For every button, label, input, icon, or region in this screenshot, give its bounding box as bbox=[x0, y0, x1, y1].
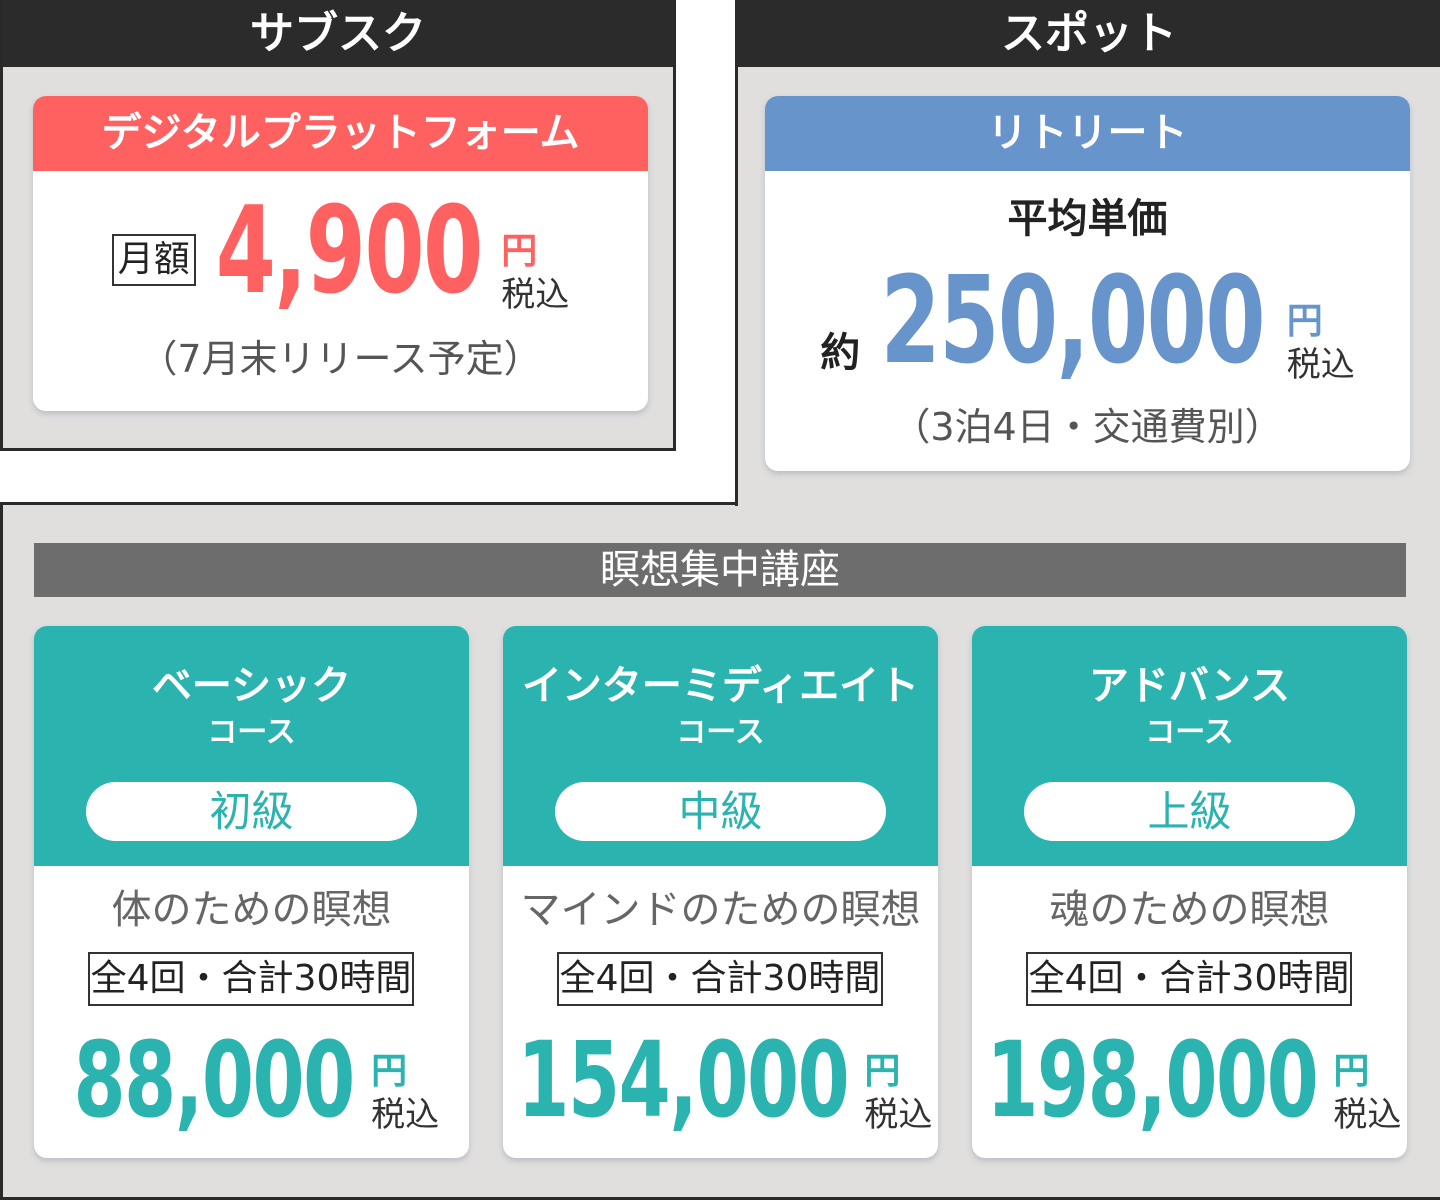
course-sub: コース bbox=[207, 715, 296, 750]
sessions-box: 全4回・合計30時間 bbox=[1026, 952, 1352, 1006]
course-card-basic: ベーシックコース初級 体のための瞑想 全4回・合計30時間 88,000 円税込 bbox=[34, 626, 469, 1158]
spot-header: スポット bbox=[738, 0, 1440, 67]
sessions-box: 全4回・合計30時間 bbox=[557, 952, 883, 1006]
yen: 円 bbox=[501, 230, 538, 272]
price: 154,000 bbox=[517, 1019, 849, 1142]
tax: 税込 bbox=[1333, 1094, 1402, 1135]
yen: 円 bbox=[1286, 300, 1323, 342]
price: 250,000 bbox=[880, 251, 1266, 391]
avg-label: 平均単価 bbox=[1007, 196, 1168, 242]
monthly-label: 月額 bbox=[111, 234, 196, 286]
course-desc: 体のための瞑想 bbox=[111, 887, 392, 933]
card-title: リトリート bbox=[765, 96, 1410, 171]
release-note: （7月末リリース予定） bbox=[139, 337, 542, 381]
course-desc: 魂のための瞑想 bbox=[1049, 887, 1330, 933]
level-badge: 初級 bbox=[86, 782, 417, 841]
digital-platform-card: デジタルプラットフォーム 月額 4,900 円税込 （7月末リリース予定） bbox=[33, 96, 648, 411]
spot-panel: スポット リトリート 平均単価 約 250,000 円税込 （3泊4日・交通費別… bbox=[735, 0, 1440, 506]
course-name: アドバンス bbox=[1088, 663, 1291, 709]
course-name: ベーシック bbox=[151, 663, 352, 709]
yen: 円 bbox=[864, 1050, 901, 1092]
level-badge: 上級 bbox=[1024, 782, 1355, 841]
course-card-intermediate: インターミディエイトコース中級 マインドのための瞑想 全4回・合計30時間 15… bbox=[503, 626, 938, 1158]
course-card-advanced: アドバンスコース上級 魂のための瞑想 全4回・合計30時間 198,000 円税込 bbox=[972, 626, 1407, 1158]
subscription-panel: サブスク デジタルプラットフォーム 月額 4,900 円税込 （7月末リリース予… bbox=[0, 0, 676, 451]
tax: 税込 bbox=[1286, 344, 1355, 385]
course-sub: コース bbox=[1145, 715, 1234, 750]
course-name: インターミディエイト bbox=[521, 663, 920, 709]
yen: 円 bbox=[371, 1050, 408, 1092]
retreat-note: （3泊4日・交通費別） bbox=[892, 405, 1283, 449]
subscription-header: サブスク bbox=[3, 0, 673, 67]
sessions-box: 全4回・合計30時間 bbox=[88, 952, 414, 1006]
meditation-header: 瞑想集中講座 bbox=[34, 543, 1406, 597]
tax: 税込 bbox=[501, 274, 570, 315]
tax: 税込 bbox=[371, 1094, 440, 1135]
course-sub: コース bbox=[676, 715, 765, 750]
tax: 税込 bbox=[864, 1094, 933, 1135]
retreat-card: リトリート 平均単価 約 250,000 円税込 （3泊4日・交通費別） bbox=[765, 96, 1410, 471]
card-title: デジタルプラットフォーム bbox=[33, 96, 648, 171]
level-badge: 中級 bbox=[555, 782, 886, 841]
price: 198,000 bbox=[986, 1019, 1318, 1142]
approx-label: 約 bbox=[820, 330, 861, 376]
price: 4,900 bbox=[215, 181, 483, 321]
yen: 円 bbox=[1333, 1050, 1370, 1092]
course-desc: マインドのための瞑想 bbox=[520, 887, 921, 933]
price: 88,000 bbox=[73, 1019, 355, 1142]
